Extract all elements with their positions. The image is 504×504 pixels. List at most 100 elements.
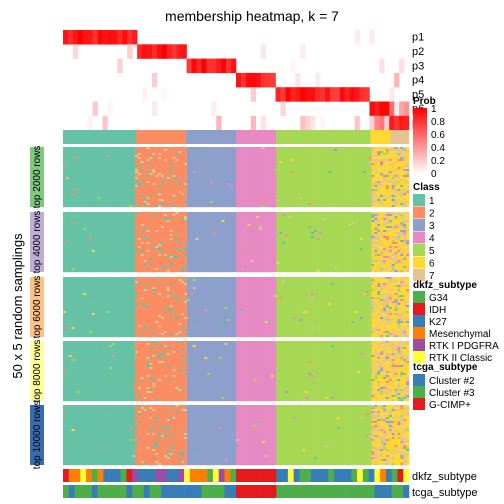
sampling-cell [74, 171, 78, 174]
sampling-cell [388, 216, 392, 219]
sampling-cell [146, 220, 150, 223]
sampling-cell [186, 189, 191, 192]
sampling-cell [227, 175, 231, 178]
sampling-cell [345, 153, 349, 156]
sampling-cell [339, 181, 343, 184]
sampling-cell [270, 161, 274, 164]
sampling-cell [83, 177, 87, 180]
sampling-cell [276, 218, 280, 221]
sampling-cell [181, 232, 185, 235]
sampling-cell [302, 173, 306, 176]
sampling-cell [365, 203, 369, 206]
sampling-cell [215, 157, 219, 160]
sampling-cell [388, 220, 392, 223]
sampling-cell [123, 183, 127, 186]
sampling-cell [178, 157, 182, 160]
sampling-cell [319, 197, 323, 200]
sampling-cell [65, 175, 70, 178]
sampling-cell [328, 173, 332, 176]
sampling-cell [308, 159, 312, 162]
sampling-cell [212, 147, 217, 150]
sampling-cell [123, 187, 127, 190]
sampling-cell [357, 197, 361, 200]
sampling-cell [106, 183, 110, 186]
sampling-cell [181, 159, 185, 162]
sampling-cell [109, 155, 113, 158]
sampling-cell [285, 220, 289, 223]
sampling-cell [305, 171, 309, 174]
sampling-cell [233, 228, 237, 231]
sampling-cell [106, 163, 110, 166]
sampling-cell [71, 151, 75, 154]
sampling-cell [178, 205, 182, 208]
sampling-cell [342, 177, 346, 180]
sampling-cell [331, 216, 335, 219]
sampling-cell [348, 199, 352, 202]
sampling-cell [319, 189, 323, 192]
sampling-cell [163, 179, 168, 182]
sampling-cell [368, 189, 372, 192]
sampling-cell [68, 232, 72, 235]
sampling-cell [316, 167, 320, 170]
sampling-cell [143, 222, 147, 225]
sampling-cell [175, 232, 179, 235]
sampling-cell [296, 222, 300, 225]
sampling-cell [74, 205, 78, 208]
sampling-cell [377, 155, 381, 158]
sampling-cell [143, 199, 147, 202]
sampling-cell [94, 230, 98, 233]
sampling-cell [403, 220, 407, 223]
sampling-cell [192, 226, 196, 229]
sampling-cell [149, 155, 153, 158]
sampling-cell [290, 151, 294, 154]
sampling-cell [149, 163, 153, 166]
sampling-cell [267, 195, 271, 198]
sampling-cell [184, 226, 188, 229]
sampling-cell [362, 159, 367, 162]
sampling-cell [359, 203, 364, 206]
sampling-cell [380, 220, 384, 223]
sampling-cell [310, 201, 315, 204]
sampling-cell [186, 230, 191, 233]
sampling-cell [184, 203, 188, 206]
sampling-cell [135, 193, 139, 196]
sampling-cell [86, 175, 90, 178]
sampling-cell [236, 187, 240, 190]
sampling-cell [267, 153, 271, 156]
sampling-cell [302, 163, 306, 166]
sampling-cell [86, 177, 90, 180]
sampling-cell [186, 220, 191, 223]
sampling-cell [204, 149, 208, 152]
sampling-cell [172, 185, 176, 188]
sampling-cell [256, 212, 260, 215]
sampling-cell [293, 189, 297, 192]
sampling-cell [305, 187, 309, 190]
sampling-cell [391, 155, 395, 158]
sampling-cell [204, 189, 208, 192]
sampling-cell [166, 175, 170, 178]
sampling-cell [137, 214, 142, 217]
sampling-cell [345, 224, 349, 227]
sampling-cell [339, 187, 343, 190]
sampling-cell [276, 230, 280, 233]
sampling-cell [155, 218, 159, 221]
sampling-cell [296, 191, 300, 194]
sampling-cell [178, 185, 182, 188]
sampling-cell [117, 191, 121, 194]
sampling-cell [172, 191, 176, 194]
sampling-cell [120, 220, 124, 223]
sampling-cell [357, 149, 361, 152]
sampling-cell [112, 151, 116, 154]
sampling-cell [264, 171, 269, 174]
sampling-cell [143, 183, 147, 186]
sampling-cell [212, 205, 217, 208]
sampling-cell [250, 163, 254, 166]
sampling-cell [365, 181, 369, 184]
sampling-cell [322, 159, 326, 162]
sampling-cell [400, 179, 404, 182]
sampling-cell [308, 220, 312, 223]
sampling-cell [172, 175, 176, 178]
sampling-cell [357, 214, 361, 217]
sampling-cell [166, 157, 170, 160]
sampling-cell [175, 212, 179, 215]
